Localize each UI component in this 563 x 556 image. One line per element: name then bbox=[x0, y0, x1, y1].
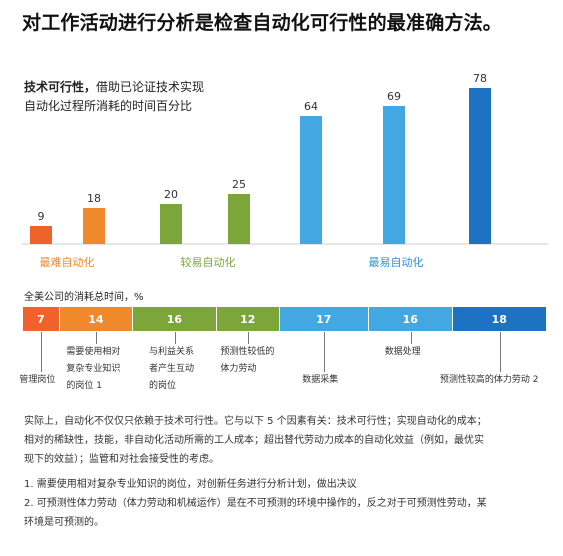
task-connector bbox=[96, 332, 98, 344]
task-label: 数据处理 bbox=[384, 347, 421, 357]
task-label: 数据采集 bbox=[302, 375, 339, 385]
task-label: 预测性较高的体力劳动 2 bbox=[439, 375, 539, 385]
note-line: 1. 需要使用相对复杂专业知识的岗位，对创新任务进行分析计划，做出决议 bbox=[24, 479, 357, 490]
bar-chart: 9 18 20 25 64 69 78 最难自动化 较易自动化 最易自动化 bbox=[22, 72, 548, 269]
subtitle-rest: 借助已论证技术实现 bbox=[96, 80, 205, 94]
paragraph-line: 现下的效益）；监管和对社会接受性的考虑。 bbox=[24, 454, 219, 465]
bar-value-label: 9 bbox=[38, 210, 45, 223]
task-connector bbox=[248, 332, 250, 344]
segment-bar: 7 14 16 12 17 16 18 bbox=[23, 307, 547, 331]
segment: 12 bbox=[216, 307, 280, 331]
segment: 16 bbox=[133, 307, 217, 331]
segment: 18 bbox=[452, 307, 547, 331]
group-label: 较易自动化 bbox=[181, 255, 236, 269]
notes: 1. 需要使用相对复杂专业知识的岗位，对创新任务进行分析计划，做出决议 2. 可… bbox=[24, 475, 544, 532]
subtitle-bold: 技术可行性， bbox=[24, 80, 97, 94]
paragraph-line: 相对的稀缺性，技能，非自动化活动所需的工人成本；超出替代劳动力成本的自动化效益（… bbox=[24, 435, 484, 446]
segment: 7 bbox=[23, 307, 60, 331]
task-label: 管理岗位 bbox=[19, 375, 56, 385]
bar bbox=[83, 208, 105, 244]
group-label: 最难自动化 bbox=[40, 255, 95, 269]
paragraph: 实际上，自动化不仅仅只依赖于技术可行性。它与以下 5 个因素有关：技术可行性；实… bbox=[24, 412, 544, 469]
segment: 14 bbox=[59, 307, 134, 331]
group-label: 最易自动化 bbox=[369, 255, 424, 269]
note-line: 环境是可预测的。 bbox=[24, 517, 104, 528]
bar-value-label: 78 bbox=[473, 72, 487, 85]
paragraph-line: 实际上，自动化不仅仅只依赖于技术可行性。它与以下 5 个因素有关：技术可行性；实… bbox=[24, 416, 487, 427]
bar bbox=[469, 88, 491, 244]
task-connector bbox=[410, 332, 412, 344]
note-line: 2. 可预测性体力劳动（体力劳动和机械运作）是在不可预测的环境中操作的，反之对于… bbox=[24, 498, 487, 509]
task-label: 与利益关系者产生互动的岗位 bbox=[148, 347, 194, 391]
segment: 16 bbox=[368, 307, 453, 331]
task-connector bbox=[41, 332, 43, 372]
bar-value-label: 18 bbox=[87, 192, 101, 205]
bar-value-label: 25 bbox=[232, 178, 246, 191]
subtitle-line-1: 技术可行性，借助已论证技术实现 bbox=[24, 78, 204, 95]
task-connector bbox=[324, 332, 326, 372]
task-label: 预测性较低的体力劳动 bbox=[220, 347, 275, 374]
segment: 17 bbox=[279, 307, 369, 331]
page-title: 对工作活动进行分析是检查自动化可行性的最准确方法。 bbox=[22, 12, 503, 34]
bar bbox=[30, 226, 52, 244]
task-label: 需要使用相对复杂专业知识的岗位 1 bbox=[66, 347, 121, 391]
bar bbox=[300, 116, 322, 244]
bar bbox=[383, 106, 405, 244]
bar bbox=[228, 194, 250, 244]
bar-value-label: 69 bbox=[387, 90, 401, 103]
task-connector bbox=[174, 332, 176, 344]
task-connector bbox=[499, 332, 501, 372]
segment-bar-label: 全美公司的消耗总时间，% bbox=[24, 292, 144, 303]
subtitle-line-2: 自动化过程所消耗的时间百分比 bbox=[24, 99, 193, 113]
bar-value-label: 20 bbox=[164, 188, 178, 201]
bar bbox=[160, 204, 182, 244]
bar-value-label: 64 bbox=[304, 100, 318, 113]
